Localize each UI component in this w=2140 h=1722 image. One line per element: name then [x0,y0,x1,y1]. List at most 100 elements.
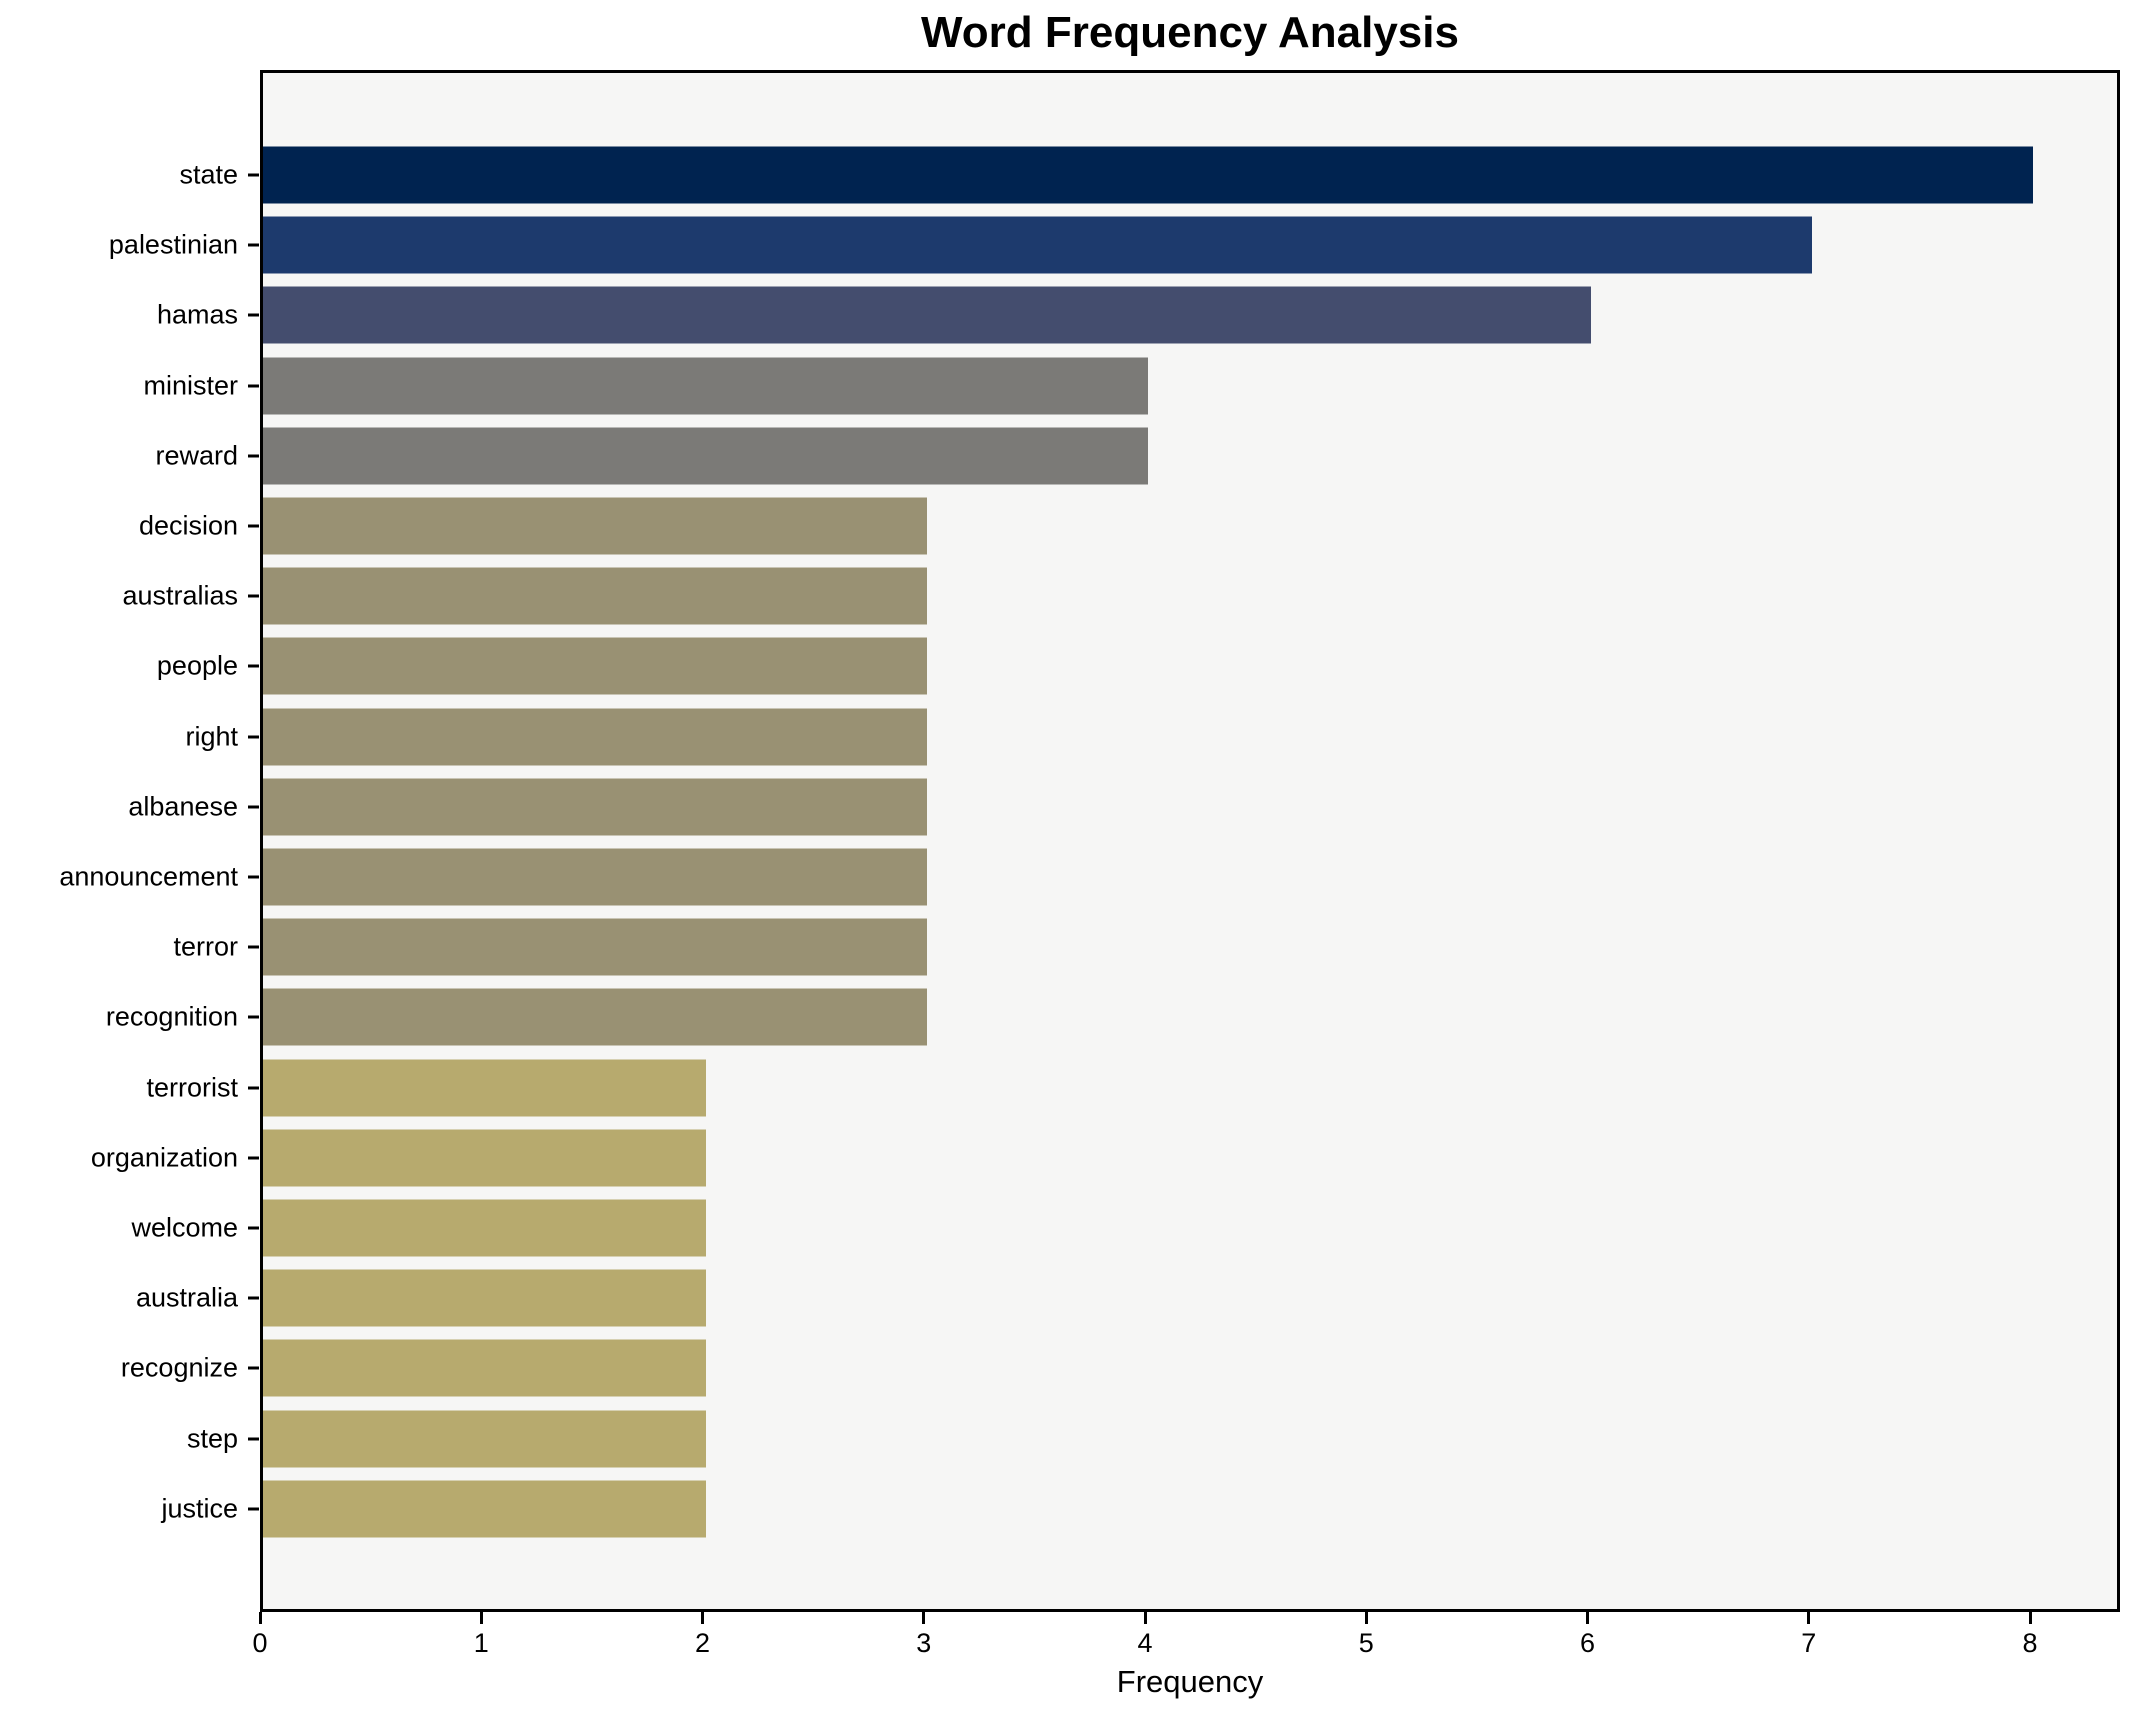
bar-row: terror [0,912,2140,982]
bar-hamas [263,286,1591,344]
y-axis-label: terror [173,931,238,962]
y-tick-mark [248,1086,259,1090]
y-tick-mark [248,805,259,809]
x-tick-mark [922,1612,926,1624]
y-tick-mark [248,1226,259,1230]
y-axis-label: announcement [59,861,238,892]
bar-row: decision [0,491,2140,561]
bar-minister [263,357,1148,415]
bar-terrorist [263,1059,706,1117]
y-axis-label: state [179,159,238,190]
y-tick-mark [248,875,259,879]
bar-row: australias [0,561,2140,631]
y-axis-label: australias [122,580,238,611]
bar-row: people [0,631,2140,701]
x-tick-label: 6 [1579,1628,1596,1658]
bar-row: palestinian [0,210,2140,280]
y-axis-label: albanese [128,791,238,822]
x-tick-mark [1586,1612,1589,1624]
y-tick-mark [248,1437,259,1441]
bar-row: reward [0,421,2140,491]
x-tick-mark [2028,1612,2032,1624]
y-axis-label: hamas [156,299,238,330]
x-tick-label: 5 [1358,1628,1374,1658]
x-tick-mark [258,1612,262,1624]
bar-australia [263,1269,706,1327]
bar-row: right [0,702,2140,772]
y-axis-label: terrorist [146,1072,238,1103]
bar-welcome [263,1199,706,1257]
y-axis-label: organization [90,1142,238,1173]
y-axis-label: minister [143,370,238,401]
bar-recognize [263,1339,706,1397]
y-axis-label: palestinian [108,229,238,260]
bar-row: recognition [0,982,2140,1052]
y-tick-mark [248,664,259,668]
bar-australias [263,567,927,625]
bar-row: announcement [0,842,2140,912]
y-tick-mark [248,945,259,949]
chart-title: Word Frequency Analysis [921,8,1459,57]
y-axis-label: reward [155,440,238,471]
bar-people [263,637,927,695]
x-tick-label: 1 [473,1628,489,1658]
bar-recognition [263,988,927,1046]
bar-reward [263,427,1148,485]
y-tick-mark [248,524,259,528]
y-tick-mark [248,1507,259,1511]
bar-palestinian [263,216,1812,274]
y-axis-label: australia [135,1282,238,1313]
y-tick-mark [248,173,259,177]
bar-row: australia [0,1263,2140,1333]
x-tick-mark [701,1612,704,1624]
y-tick-mark [248,454,259,458]
x-tick-label: 0 [252,1628,268,1658]
bar-row: recognize [0,1333,2140,1403]
bar-row: step [0,1404,2140,1474]
bar-row: albanese [0,772,2140,842]
y-tick-mark [248,735,259,739]
y-tick-mark [248,1156,259,1160]
bar-row: organization [0,1123,2140,1193]
x-tick-label: 3 [916,1628,932,1658]
y-axis-label: recognition [105,1001,238,1032]
bar-row: minister [0,351,2140,421]
bar-rows-container: state palestinian hamas minister reward decis… [0,140,2140,1544]
x-tick-label: 7 [1801,1628,1817,1658]
bar-row: justice [0,1474,2140,1544]
bar-row: hamas [0,280,2140,350]
bar-row: state [0,140,2140,210]
y-tick-mark [248,1366,259,1370]
bar-justice [263,1480,706,1538]
y-tick-mark [248,1296,259,1300]
x-tick-label: 4 [1137,1628,1153,1658]
x-axis-label: Frequency [1116,1664,1264,1699]
y-tick-mark [248,1015,259,1019]
x-tick-mark [1364,1612,1368,1624]
y-tick-mark [248,384,259,388]
x-tick-mark [1143,1612,1147,1624]
y-axis-label: people [156,650,238,681]
y-tick-mark [248,243,259,247]
bar-terror [263,918,927,976]
x-tick-label: 8 [2022,1628,2038,1658]
bar-row: welcome [0,1193,2140,1263]
bar-step [263,1410,706,1468]
x-tick-mark [479,1612,483,1624]
x-tick-mark [1807,1612,1811,1624]
y-tick-mark [248,313,259,317]
bar-state [263,146,2033,204]
y-axis-label: recognize [120,1352,238,1383]
y-axis-label: step [186,1423,238,1454]
bar-announcement [263,848,927,906]
bar-albanese [263,778,927,836]
x-tick-label: 2 [694,1628,711,1658]
y-axis-label: welcome [131,1212,238,1243]
bar-right [263,708,927,766]
y-axis-label: decision [138,510,238,541]
bar-decision [263,497,927,555]
y-tick-mark [248,594,259,598]
bar-organization [263,1129,706,1187]
y-axis-label: justice [161,1493,238,1524]
